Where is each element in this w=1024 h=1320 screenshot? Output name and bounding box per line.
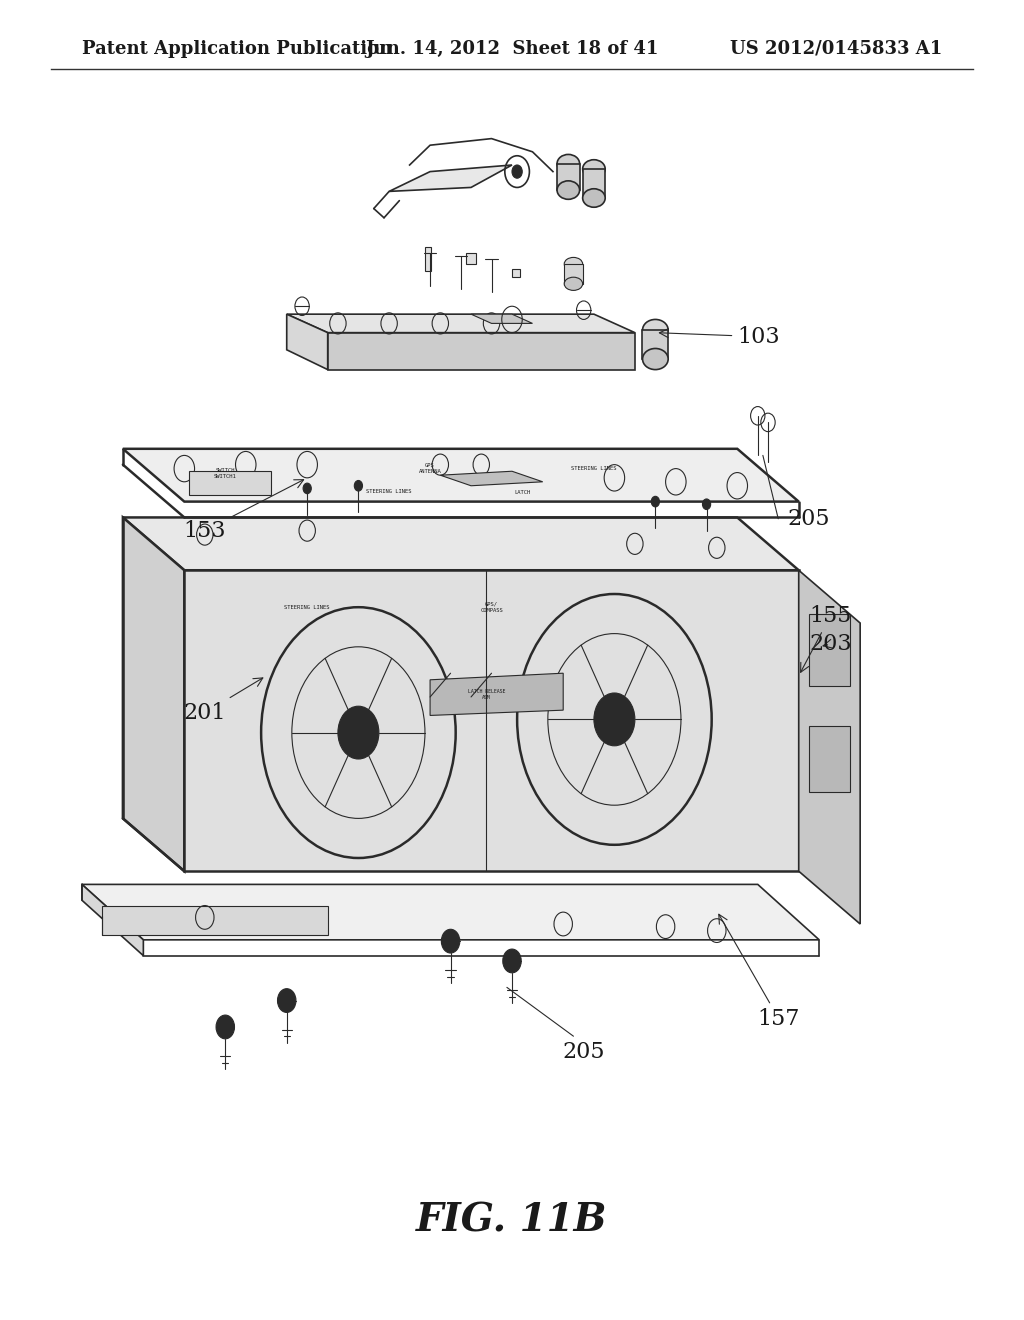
Bar: [557, 164, 580, 190]
Polygon shape: [184, 570, 799, 871]
Circle shape: [278, 989, 296, 1012]
Polygon shape: [471, 314, 532, 323]
Text: STEERING LINES: STEERING LINES: [571, 466, 616, 471]
Text: 205: 205: [787, 508, 830, 529]
Bar: [809, 614, 850, 686]
Circle shape: [354, 480, 362, 491]
Ellipse shape: [557, 154, 580, 173]
Circle shape: [338, 706, 379, 759]
Text: 203: 203: [809, 634, 852, 655]
Text: 103: 103: [659, 326, 780, 347]
Text: STEERING LINES: STEERING LINES: [367, 488, 412, 494]
Ellipse shape: [643, 348, 668, 370]
Text: 157: 157: [719, 915, 800, 1030]
Polygon shape: [389, 165, 512, 191]
Text: GPS/
COMPASS: GPS/ COMPASS: [480, 602, 503, 612]
Polygon shape: [799, 570, 860, 924]
Ellipse shape: [643, 319, 668, 341]
Bar: [809, 726, 850, 792]
Text: LATCH RELEASE
ASM: LATCH RELEASE ASM: [468, 689, 505, 700]
Bar: [102, 906, 328, 935]
Ellipse shape: [583, 189, 605, 207]
Polygon shape: [287, 314, 328, 370]
Ellipse shape: [564, 257, 583, 271]
Text: US 2012/0145833 A1: US 2012/0145833 A1: [730, 40, 942, 58]
Circle shape: [651, 496, 659, 507]
Text: SWITCH
SWITCH1: SWITCH SWITCH1: [214, 469, 237, 479]
Bar: [512, 269, 520, 277]
Text: LATCH: LATCH: [514, 490, 530, 495]
Text: STEERING LINES: STEERING LINES: [285, 605, 330, 610]
Bar: [642, 330, 668, 359]
Text: GPS
ANTENNA: GPS ANTENNA: [419, 463, 441, 474]
Circle shape: [594, 693, 635, 746]
Circle shape: [303, 483, 311, 494]
Circle shape: [216, 1015, 234, 1039]
Bar: [564, 264, 583, 284]
Polygon shape: [123, 517, 184, 871]
Ellipse shape: [557, 181, 580, 199]
Text: 205: 205: [562, 1041, 605, 1063]
Ellipse shape: [583, 160, 605, 178]
Text: Patent Application Publication: Patent Application Publication: [82, 40, 392, 58]
Circle shape: [512, 165, 522, 178]
Text: Jun. 14, 2012  Sheet 18 of 41: Jun. 14, 2012 Sheet 18 of 41: [366, 40, 658, 58]
Text: FIG. 11B: FIG. 11B: [416, 1203, 608, 1239]
Bar: [425, 247, 431, 271]
Bar: [583, 169, 605, 198]
Circle shape: [503, 949, 521, 973]
Bar: [189, 471, 271, 495]
Polygon shape: [287, 314, 635, 333]
Text: 153: 153: [183, 479, 304, 541]
Circle shape: [441, 929, 460, 953]
Polygon shape: [123, 449, 799, 502]
Circle shape: [702, 499, 711, 510]
Polygon shape: [82, 884, 143, 956]
Polygon shape: [440, 471, 543, 486]
Text: 201: 201: [183, 678, 263, 723]
Polygon shape: [328, 333, 635, 370]
Ellipse shape: [564, 277, 583, 290]
Polygon shape: [82, 884, 819, 940]
Text: 155: 155: [801, 606, 851, 672]
Polygon shape: [430, 673, 563, 715]
Bar: [466, 253, 476, 264]
Polygon shape: [123, 517, 799, 570]
